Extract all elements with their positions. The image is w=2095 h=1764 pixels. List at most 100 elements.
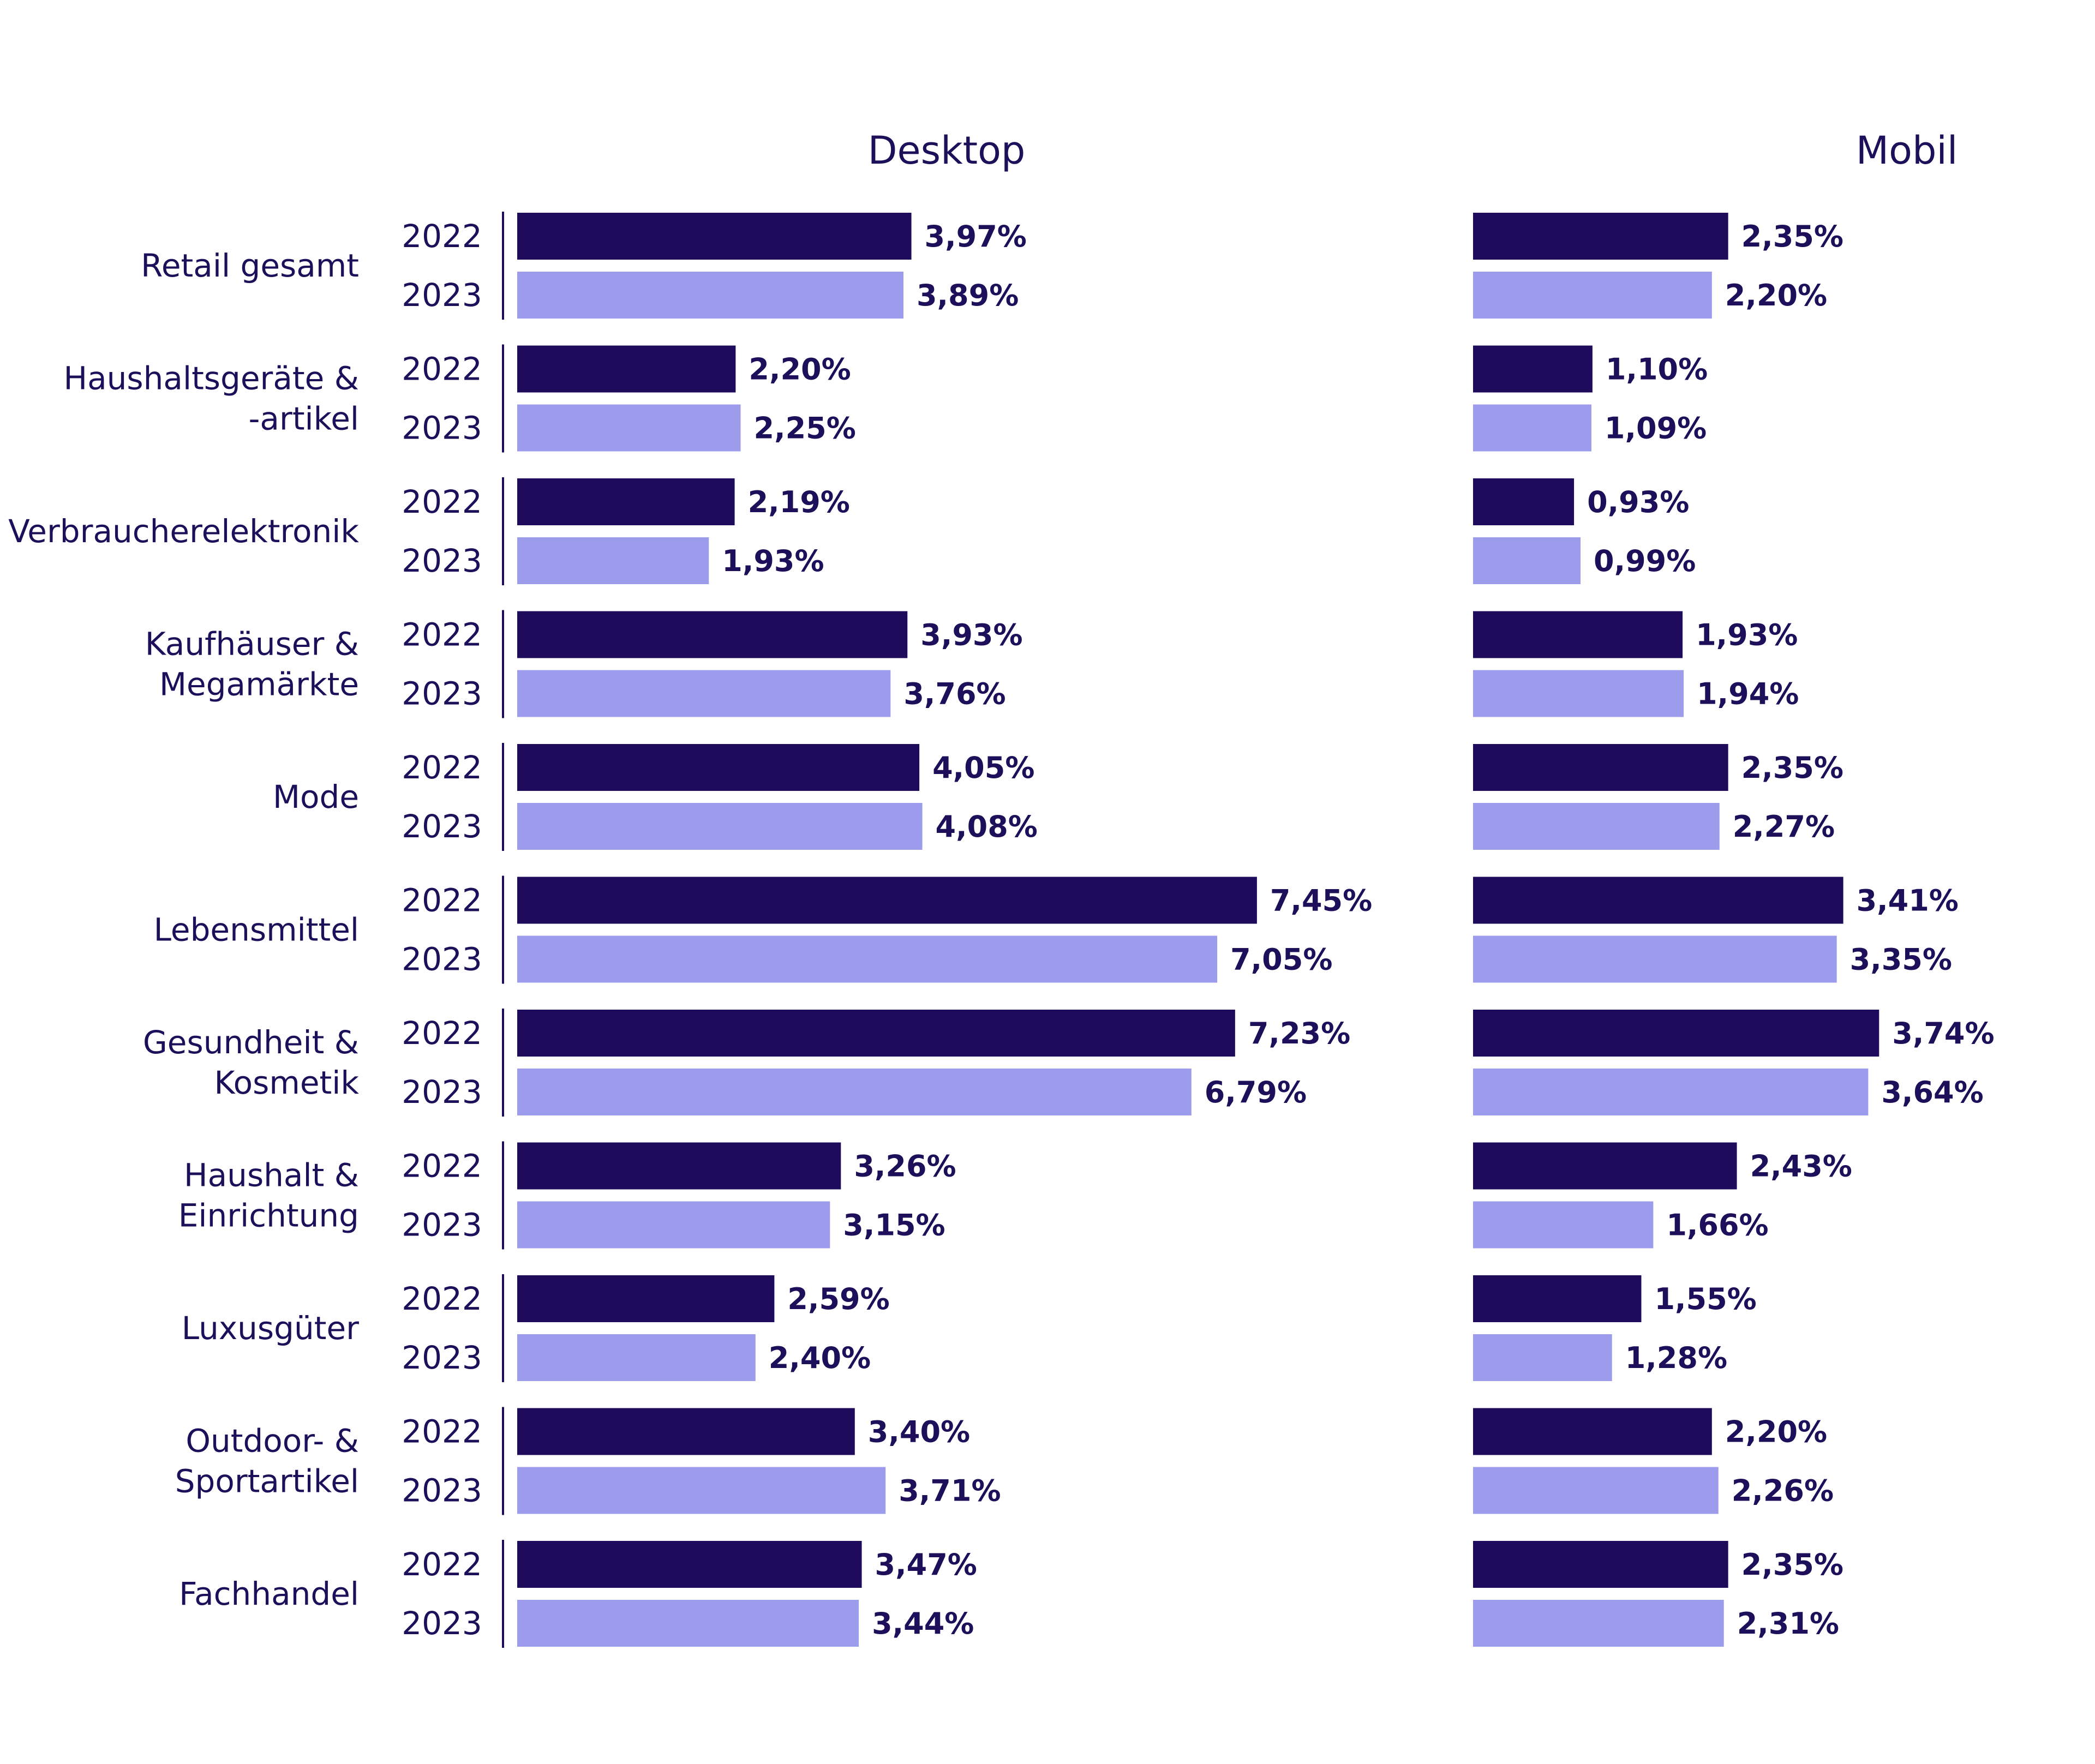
bar-desktop-haushaltsgeraete-artikel-2022	[517, 345, 736, 393]
bar-mobil-haushalt-einrichtung-2023	[1473, 1201, 1654, 1249]
bar-desktop-lebensmittel-2023	[517, 935, 1218, 983]
bar-desktop-gesundheit-kosmetik-2023	[517, 1069, 1192, 1115]
bar-mobil-kaufhaeuser-megamaerkte-2023	[1473, 670, 1684, 717]
value-label-mobil-luxusgueter-2022: 1,55%	[1654, 1282, 1756, 1316]
value-label-desktop-haushalt-einrichtung-2022: 3,26%	[854, 1149, 956, 1184]
bar-mobil-gesundheit-kosmetik-2022	[1473, 1010, 1879, 1057]
category-label-verbraucherelektronik: Verbraucherelektronik	[8, 513, 359, 550]
value-label-mobil-fachhandel-2023: 2,31%	[1737, 1606, 1839, 1641]
bar-desktop-kaufhaeuser-megamaerkte-2022	[517, 611, 908, 658]
value-label-mobil-verbraucherelektronik-2023: 0,99%	[1594, 544, 1696, 578]
bar-mobil-gesundheit-kosmetik-2023	[1473, 1069, 1869, 1115]
bar-desktop-haushalt-einrichtung-2022	[517, 1142, 841, 1190]
value-label-desktop-mode-2022: 4,05%	[932, 751, 1034, 785]
value-label-mobil-gesundheit-kosmetik-2022: 3,74%	[1892, 1016, 1994, 1051]
bar-mobil-lebensmittel-2022	[1473, 877, 1843, 924]
year-label-retail-gesamt-2023: 2023	[402, 277, 482, 314]
bar-mobil-haushalt-einrichtung-2022	[1473, 1142, 1737, 1190]
bar-mobil-retail-gesamt-2022	[1473, 213, 1728, 260]
bar-desktop-haushaltsgeraete-artikel-2023	[517, 404, 741, 452]
category-label-lebensmittel: Lebensmittel	[154, 911, 359, 949]
bar-mobil-fachhandel-2023	[1473, 1600, 1724, 1647]
bar-desktop-luxusgueter-2023	[517, 1334, 756, 1381]
year-label-fachhandel-2023: 2023	[402, 1605, 482, 1642]
bar-desktop-luxusgueter-2022	[517, 1275, 775, 1322]
bar-mobil-haushaltsgeraete-artikel-2023	[1473, 404, 1591, 452]
value-label-desktop-retail-gesamt-2023: 3,89%	[917, 278, 1019, 313]
year-label-haushaltsgeraete-artikel-2023: 2023	[402, 410, 482, 447]
value-label-mobil-haushalt-einrichtung-2022: 2,43%	[1750, 1149, 1852, 1184]
bar-desktop-outdoor-sportartikel-2022	[517, 1408, 855, 1455]
value-label-mobil-mode-2023: 2,27%	[1733, 809, 1835, 844]
bar-desktop-outdoor-sportartikel-2023	[517, 1467, 886, 1514]
year-label-verbraucherelektronik-2023: 2023	[402, 542, 482, 579]
category-label-gesundheit-kosmetik-line-2: Kosmetik	[214, 1064, 360, 1101]
category-label-luxusgueter: Luxusgüter	[182, 1310, 359, 1347]
year-label-mode-2022: 2022	[402, 749, 482, 786]
value-label-desktop-outdoor-sportartikel-2022: 3,40%	[868, 1415, 970, 1449]
bar-desktop-lebensmittel-2022	[517, 877, 1257, 924]
value-label-desktop-haushaltsgeraete-artikel-2023: 2,25%	[754, 411, 856, 446]
value-label-mobil-haushalt-einrichtung-2023: 1,66%	[1666, 1208, 1768, 1243]
value-label-mobil-haushaltsgeraete-artikel-2022: 1,10%	[1606, 352, 1708, 387]
value-label-mobil-retail-gesamt-2022: 2,35%	[1741, 219, 1843, 254]
category-label-haushaltsgeraete-artikel-line-1: Haushaltsgeräte &	[64, 360, 359, 397]
value-label-desktop-verbraucherelektronik-2023: 1,93%	[722, 544, 824, 578]
bar-mobil-mode-2023	[1473, 803, 1720, 850]
bar-mobil-lebensmittel-2023	[1473, 935, 1837, 983]
year-label-luxusgueter-2023: 2023	[402, 1339, 482, 1376]
year-label-lebensmittel-2022: 2022	[402, 882, 482, 919]
bar-desktop-haushalt-einrichtung-2023	[517, 1201, 830, 1249]
bar-mobil-haushaltsgeraete-artikel-2022	[1473, 345, 1593, 393]
value-label-mobil-retail-gesamt-2023: 2,20%	[1725, 278, 1827, 313]
value-label-mobil-kaufhaeuser-megamaerkte-2022: 1,93%	[1696, 618, 1798, 652]
bar-desktop-mode-2023	[517, 803, 923, 850]
bar-mobil-outdoor-sportartikel-2022	[1473, 1408, 1712, 1455]
value-label-desktop-kaufhaeuser-megamaerkte-2022: 3,93%	[920, 618, 1022, 652]
bar-mobil-outdoor-sportartikel-2023	[1473, 1467, 1719, 1514]
year-label-retail-gesamt-2022: 2022	[402, 218, 482, 255]
category-label-gesundheit-kosmetik-line-1: Gesundheit &	[143, 1024, 359, 1061]
value-label-mobil-mode-2022: 2,35%	[1741, 751, 1843, 785]
value-label-mobil-lebensmittel-2022: 3,41%	[1857, 884, 1959, 918]
category-label-mode: Mode	[273, 778, 359, 815]
value-label-desktop-fachhandel-2022: 3,47%	[875, 1547, 977, 1582]
category-label-outdoor-sportartikel-line-2: Sportartikel	[175, 1463, 359, 1500]
year-label-kaufhaeuser-megamaerkte-2023: 2023	[402, 675, 482, 712]
year-label-kaufhaeuser-megamaerkte-2022: 2022	[402, 616, 482, 653]
bar-desktop-retail-gesamt-2022	[517, 213, 912, 260]
value-label-desktop-outdoor-sportartikel-2023: 3,71%	[899, 1474, 1001, 1508]
bar-desktop-verbraucherelektronik-2023	[517, 537, 709, 584]
value-label-desktop-fachhandel-2023: 3,44%	[872, 1606, 974, 1641]
value-label-mobil-outdoor-sportartikel-2023: 2,26%	[1732, 1474, 1834, 1508]
value-label-mobil-kaufhaeuser-megamaerkte-2023: 1,94%	[1697, 677, 1799, 711]
value-label-desktop-mode-2023: 4,08%	[936, 809, 1038, 844]
bar-desktop-fachhandel-2022	[517, 1541, 862, 1588]
year-label-gesundheit-kosmetik-2023: 2023	[402, 1073, 482, 1111]
bar-mobil-luxusgueter-2023	[1473, 1334, 1612, 1381]
value-label-mobil-outdoor-sportartikel-2022: 2,20%	[1725, 1415, 1827, 1449]
value-label-mobil-gesundheit-kosmetik-2023: 3,64%	[1881, 1075, 1983, 1109]
bar-mobil-retail-gesamt-2023	[1473, 272, 1712, 319]
category-label-kaufhaeuser-megamaerkte-line-2: Megamärkte	[159, 666, 359, 703]
bar-mobil-luxusgueter-2022	[1473, 1275, 1642, 1322]
year-label-mode-2023: 2023	[402, 808, 482, 845]
bar-desktop-retail-gesamt-2023	[517, 272, 903, 319]
value-label-mobil-haushaltsgeraete-artikel-2023: 1,09%	[1605, 411, 1707, 446]
value-label-desktop-haushaltsgeraete-artikel-2022: 2,20%	[749, 352, 851, 387]
category-label-haushalt-einrichtung-line-2: Einrichtung	[178, 1197, 359, 1234]
panel-title-mobil: Mobil	[1856, 128, 1958, 173]
bar-desktop-mode-2022	[517, 744, 920, 791]
bar-desktop-kaufhaeuser-megamaerkte-2023	[517, 670, 891, 717]
bar-desktop-gesundheit-kosmetik-2022	[517, 1010, 1235, 1057]
value-label-desktop-haushalt-einrichtung-2023: 3,15%	[843, 1208, 945, 1243]
category-label-fachhandel: Fachhandel	[179, 1575, 359, 1612]
value-label-desktop-lebensmittel-2023: 7,05%	[1230, 943, 1332, 977]
value-label-mobil-fachhandel-2022: 2,35%	[1741, 1547, 1843, 1582]
bar-desktop-verbraucherelektronik-2022	[517, 478, 735, 525]
bar-mobil-mode-2022	[1473, 744, 1728, 791]
value-label-desktop-luxusgueter-2022: 2,59%	[787, 1282, 889, 1316]
bar-desktop-fachhandel-2023	[517, 1600, 859, 1647]
